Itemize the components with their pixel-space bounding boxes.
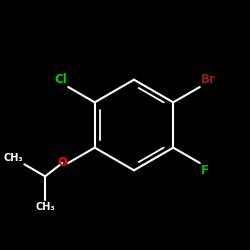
Text: Br: Br — [201, 73, 216, 86]
Text: CH₃: CH₃ — [4, 153, 23, 163]
Text: F: F — [201, 164, 209, 177]
Text: CH₃: CH₃ — [35, 202, 55, 212]
Text: Cl: Cl — [55, 73, 68, 86]
Text: O: O — [57, 156, 67, 170]
